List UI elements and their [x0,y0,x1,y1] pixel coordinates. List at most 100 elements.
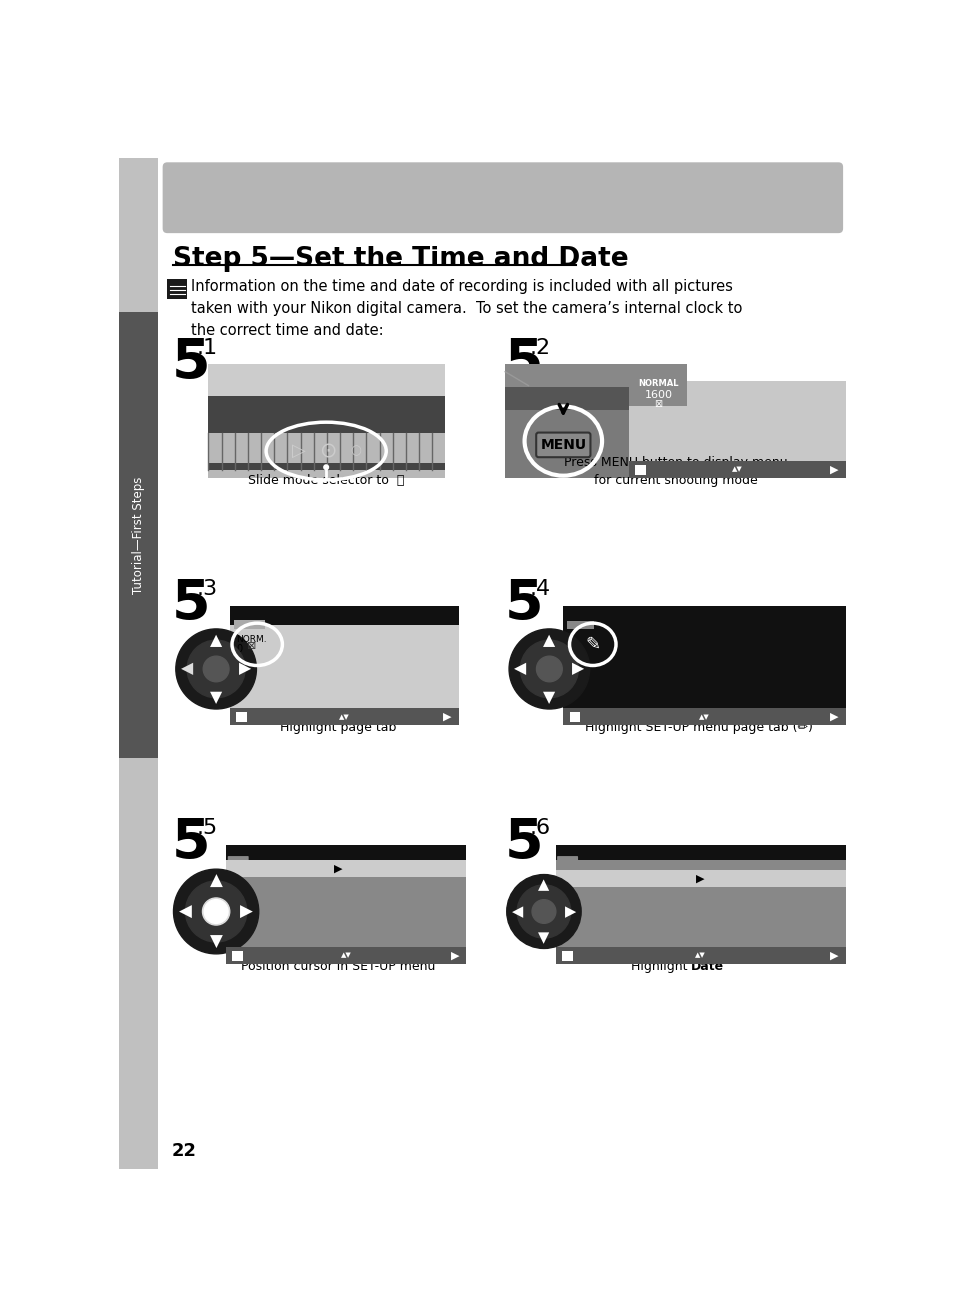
Text: .2: .2 [530,338,551,357]
Circle shape [509,629,589,710]
Bar [226,859,466,876]
Text: Date: Date [691,961,723,974]
Text: Step 5—Set the Time and Date: Step 5—Set the Time and Date [173,246,628,272]
Text: 5: 5 [172,816,211,870]
Text: .6: .6 [530,817,551,837]
Text: ▶: ▶ [829,712,838,721]
Text: .4: .4 [530,579,551,599]
Text: ▼: ▼ [210,690,222,706]
Text: ✎: ✎ [541,915,551,924]
Text: ▼: ▼ [210,933,222,951]
Bar [505,364,629,478]
Text: ▶: ▶ [829,465,838,474]
FancyBboxPatch shape [536,432,590,457]
Text: 1600: 1600 [644,390,672,399]
Text: ▲▼: ▲▼ [338,714,349,720]
Text: Highlight page tab: Highlight page tab [280,721,396,735]
Text: ⊙: ⊙ [318,442,336,461]
Bar [208,364,444,478]
Bar [208,397,444,434]
Text: ▲▼: ▲▼ [699,714,709,720]
Bar [119,158,158,1169]
Circle shape [506,875,580,949]
Circle shape [173,869,258,954]
Bar [555,870,845,887]
Bar [167,279,187,298]
Text: ⊠: ⊠ [654,399,662,409]
Text: ▲: ▲ [537,878,549,892]
Bar [629,381,845,478]
Text: 22: 22 [172,1142,196,1160]
Text: MENU: MENU [539,438,586,452]
Text: ✎: ✎ [584,636,599,653]
Bar [635,465,645,474]
Text: Highlight: Highlight [630,961,691,974]
Circle shape [202,897,230,925]
Text: ✎: ✎ [213,915,222,924]
Bar [233,951,243,961]
Text: .1: .1 [196,338,217,357]
Text: 5: 5 [505,577,543,631]
Bar [236,712,247,723]
Bar [208,463,444,470]
Text: ▶: ▶ [239,661,251,677]
Text: ▲: ▲ [210,632,222,648]
Circle shape [517,884,570,938]
Text: ▲: ▲ [210,872,222,890]
Text: Position cursor in SET-UP menu: Position cursor in SET-UP menu [241,961,436,974]
Bar [562,625,845,708]
FancyBboxPatch shape [162,163,842,233]
Text: ▶: ▶ [564,904,576,918]
Text: 5: 5 [505,336,543,390]
Text: ▶: ▶ [450,950,458,961]
Bar [569,712,579,723]
Circle shape [204,900,228,924]
Text: ▶: ▶ [829,950,838,961]
Text: ○: ○ [350,444,360,457]
Circle shape [185,880,247,942]
Circle shape [519,640,578,698]
Bar [629,364,686,406]
Circle shape [536,656,561,682]
Text: 5: 5 [172,577,211,631]
Bar [562,708,845,725]
Bar [230,708,458,725]
Bar [561,951,572,961]
Text: .5: .5 [196,817,218,837]
Bar [233,620,265,629]
Text: Slide mode selector to  📷: Slide mode selector to 📷 [248,474,404,487]
Text: NORM.: NORM. [236,635,267,644]
Text: ▶: ▶ [572,661,584,677]
Text: ▶: ▶ [240,903,253,921]
Bar [230,606,458,625]
Text: ▼: ▼ [542,690,555,706]
FancyBboxPatch shape [228,855,249,863]
Text: ▲▼: ▲▼ [340,953,352,958]
Text: ▶: ▶ [696,874,704,883]
Bar [230,625,458,708]
Bar [226,859,466,947]
Bar [555,947,845,964]
Bar [226,845,466,859]
Bar [119,311,158,758]
Text: ⊠: ⊠ [247,641,256,650]
Bar [555,859,845,947]
Bar [208,364,444,418]
FancyBboxPatch shape [557,855,578,863]
Bar [505,364,629,388]
Circle shape [532,900,556,924]
Text: ▲: ▲ [542,632,555,648]
Text: ▲▼: ▲▼ [732,466,742,473]
Text: ◀: ◀ [511,904,522,918]
Text: Highlight SET-UP menu page tab (✏): Highlight SET-UP menu page tab (✏) [584,721,812,735]
Text: Tutorial—First Steps: Tutorial—First Steps [132,476,145,594]
Text: Press MENU button to display menu
for current shooting mode: Press MENU button to display menu for cu… [563,456,786,487]
Circle shape [203,656,229,682]
Text: NORMAL: NORMAL [638,378,679,388]
Bar [555,845,845,859]
Text: Information on the time and date of recording is included with all pictures
take: Information on the time and date of reco… [191,280,741,338]
Bar [226,947,466,964]
Text: ▼: ▼ [537,930,549,946]
Bar [629,461,845,478]
Bar [567,622,594,629]
